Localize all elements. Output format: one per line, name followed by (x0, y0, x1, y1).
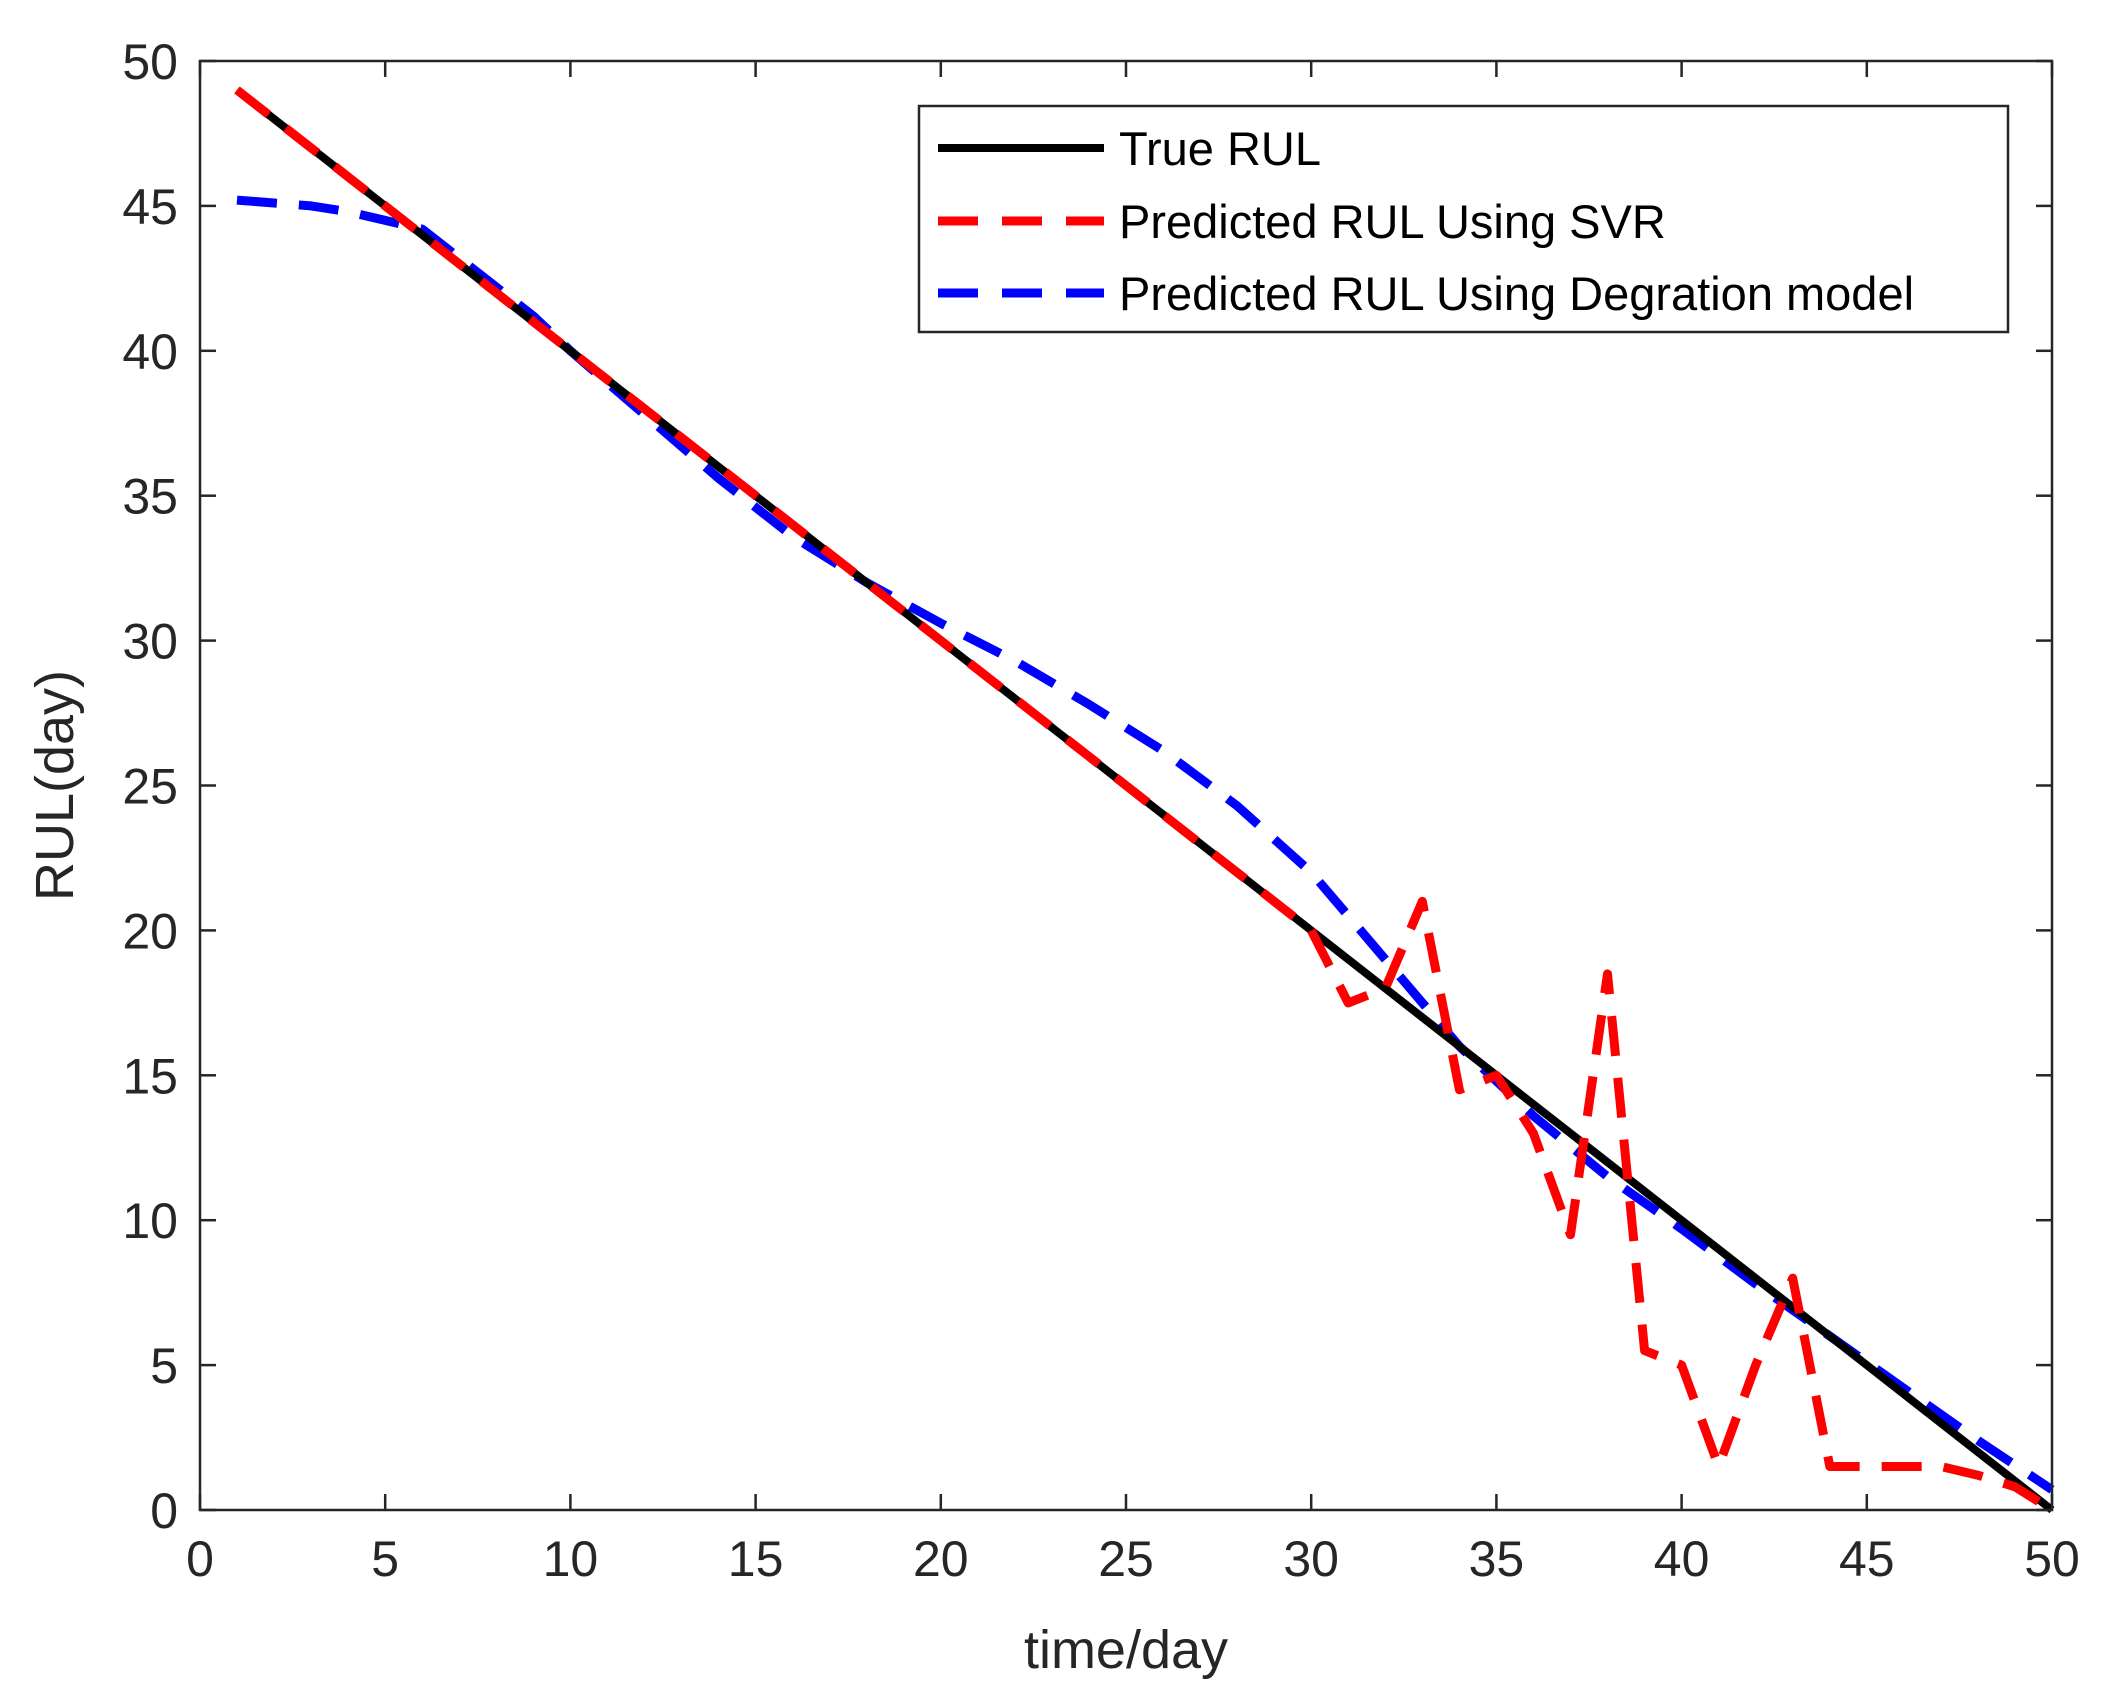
y-axis-title: RUL(day) (25, 670, 85, 901)
series-layer (234, 86, 2055, 1514)
y-tick-label: 20 (122, 903, 178, 959)
x-tick-label: 40 (1654, 1531, 1710, 1587)
y-tick-label: 0 (150, 1483, 178, 1539)
series-line-3 (236, 195, 2055, 1494)
legend-label-2: Predicted RUL Using SVR (1119, 195, 1666, 248)
y-tick-label: 40 (122, 324, 178, 380)
y-tick-label: 35 (122, 469, 178, 525)
y-tick-label: 10 (122, 1193, 178, 1249)
x-tick-label: 50 (2024, 1531, 2080, 1587)
x-tick-label: 30 (1283, 1531, 1339, 1587)
x-tick-label: 20 (913, 1531, 969, 1587)
tick-labels: 0 5 10 15 20 25 30 35 40 45 50 0 5 10 15 20 25 30 35 40 45 50 (122, 34, 2079, 1587)
x-tick-label: 35 (1469, 1531, 1525, 1587)
x-tick-label: 15 (728, 1531, 784, 1587)
y-tick-label: 5 (150, 1338, 178, 1394)
legend: True RUL Predicted RUL Using SVR Predicted… (917, 104, 2010, 334)
series-line-2 (234, 86, 2055, 1514)
y-tick-label: 25 (122, 759, 178, 815)
x-tick-label: 25 (1098, 1531, 1154, 1587)
plot-frame (198, 59, 2054, 1512)
legend-label-1: True RUL (1119, 122, 1321, 175)
x-tick-label: 5 (371, 1531, 399, 1587)
y-tick-label: 15 (122, 1048, 178, 1104)
x-axis-title: time/day (1024, 1620, 1228, 1680)
y-tick-label: 45 (122, 179, 178, 235)
x-tick-label: 45 (1839, 1531, 1895, 1587)
y-tick-label: 30 (122, 614, 178, 670)
y-tick-label: 50 (122, 34, 178, 90)
x-tick-label: 0 (186, 1531, 214, 1587)
legend-label-3: Predicted RUL Using Degration model (1119, 267, 1914, 320)
x-tick-label: 10 (543, 1531, 599, 1587)
